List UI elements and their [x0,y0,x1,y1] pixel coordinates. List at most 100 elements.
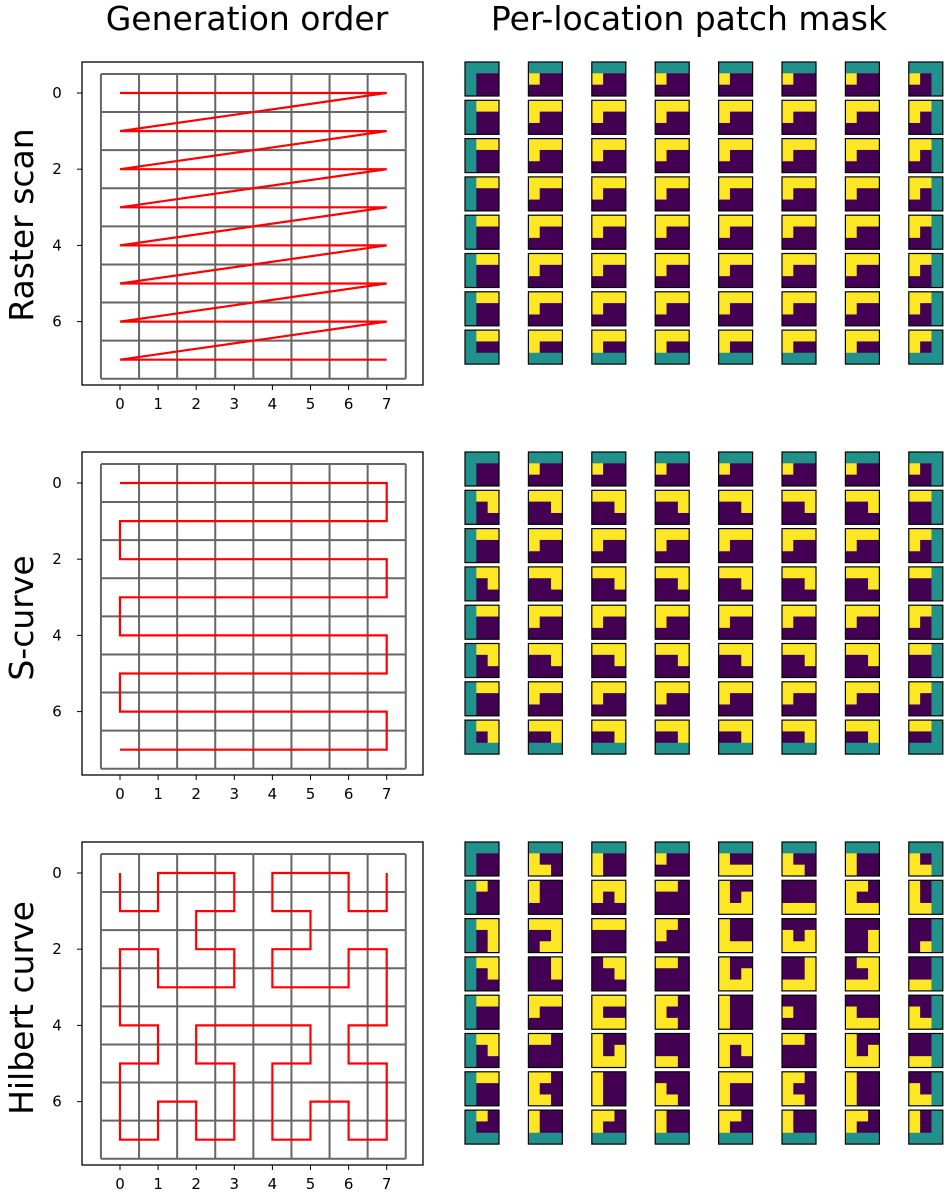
patch-mask-cell [718,303,731,315]
patch-mask-cell [487,566,500,579]
patch-mask [591,176,627,212]
patch-mask-cell [793,1044,806,1057]
patch-mask-cell [856,704,869,717]
patch-mask-cell [920,452,932,464]
patch-mask [844,719,881,755]
patch-mask-frame [781,681,817,717]
patch-mask-frame [781,489,817,525]
patch-mask-cell [476,864,489,877]
patch-mask-cell [793,1006,806,1019]
patch-mask-cell [856,693,869,705]
patch-mask-cell [591,1044,604,1057]
patch-mask-cell [931,853,944,866]
patch-mask-cell [539,551,552,563]
patch-mask-cell [655,1110,667,1122]
patch-mask-cell [868,643,880,656]
patch-mask-cell [487,161,500,173]
patch-mask-cell [856,528,869,541]
patch-mask-cell [603,995,615,1007]
patch-mask-cell [476,979,489,992]
patch-mask-cell [655,314,667,327]
patch-mask-cell [603,968,615,980]
patch-mask-cell [729,1006,742,1019]
patch-mask-cell [782,1017,794,1030]
patch-mask-cell [856,161,869,173]
patch-mask-cell [465,1056,477,1068]
patch-mask-cell [845,654,858,667]
x-tick-label: 6 [344,395,354,413]
patch-mask-cell [591,681,604,694]
patch-mask-frame [908,994,944,1030]
patch-mask-cell [920,654,932,667]
patch-mask [717,99,754,135]
patch-mask-cell [868,731,880,744]
patch-mask-cell [487,215,500,227]
patch-mask-cell [591,902,604,915]
patch-mask-cell [655,1017,667,1030]
patch-mask-cell [718,1132,731,1145]
patch-mask-frame [781,566,817,602]
patch-mask-cell [539,474,552,487]
patch-mask-cell [655,352,667,365]
patch-mask-cell [793,666,806,678]
patch-mask [717,451,754,487]
patch-mask-cell [920,566,932,579]
patch-mask-cell [908,111,921,124]
patch-mask-cell [804,100,817,113]
patch-mask-cell [741,666,753,678]
patch-mask-cell [793,995,806,1007]
patch-mask [527,489,564,525]
patch-mask-frame [844,879,881,915]
patch-mask-cell [729,161,742,173]
y-tick-label: 6 [52,1093,62,1111]
patch-mask-cell [868,161,880,173]
patch-mask-cell [741,853,753,866]
patch-mask-frame [781,994,817,1030]
patch-mask-cell [856,578,869,590]
patch-mask-cell [591,968,604,980]
patch-mask-cell [729,100,742,113]
patch-mask-cell [845,539,858,552]
patch-mask-cell [804,188,817,200]
patch-mask-cell [476,463,489,476]
patch-mask-cell [931,199,944,212]
patch-mask-cell [465,941,477,953]
patch-mask-cell [782,842,794,854]
patch-mask-cell [920,995,932,1007]
patch-mask-cell [487,452,500,464]
patch-mask-frame [781,61,817,97]
patch-mask-cell [931,314,944,327]
patch-mask-cell [845,902,858,915]
patch-mask-cell [655,929,667,942]
patch-mask-frame [844,841,881,877]
patch-mask-frame [654,1032,690,1069]
patch-mask-cell [603,264,615,277]
patch-mask-frame [654,917,690,954]
patch-mask-cell [591,100,604,113]
patch-mask-cell [856,539,869,552]
patch-mask-cell [666,666,679,678]
patch-mask-cell [718,995,731,1007]
patch-mask-cell [551,693,563,705]
patch-mask-frame [527,176,564,212]
patch-mask-cell [741,1017,753,1030]
patch-mask-frame [908,956,944,992]
patch-mask [717,291,754,327]
patch-mask-cell [793,1083,806,1095]
patch-mask-cell [487,1056,500,1068]
patch-mask-cell [614,512,627,525]
patch-mask-cell [476,578,489,590]
patch-mask [654,527,690,564]
patch-mask-frame [908,99,944,135]
patch-mask-cell [718,84,731,97]
patch-mask-cell [741,1083,753,1095]
patch-mask [591,1109,627,1145]
patch-mask-cell [614,1110,627,1122]
patch-mask-cell [476,188,489,200]
patch-mask-cell [465,627,477,640]
patch-mask-cell [741,528,753,541]
patch-mask-cell [476,880,489,893]
patch-mask-cell [729,731,742,744]
patch-mask [781,214,817,250]
patch-mask-cell [741,264,753,277]
